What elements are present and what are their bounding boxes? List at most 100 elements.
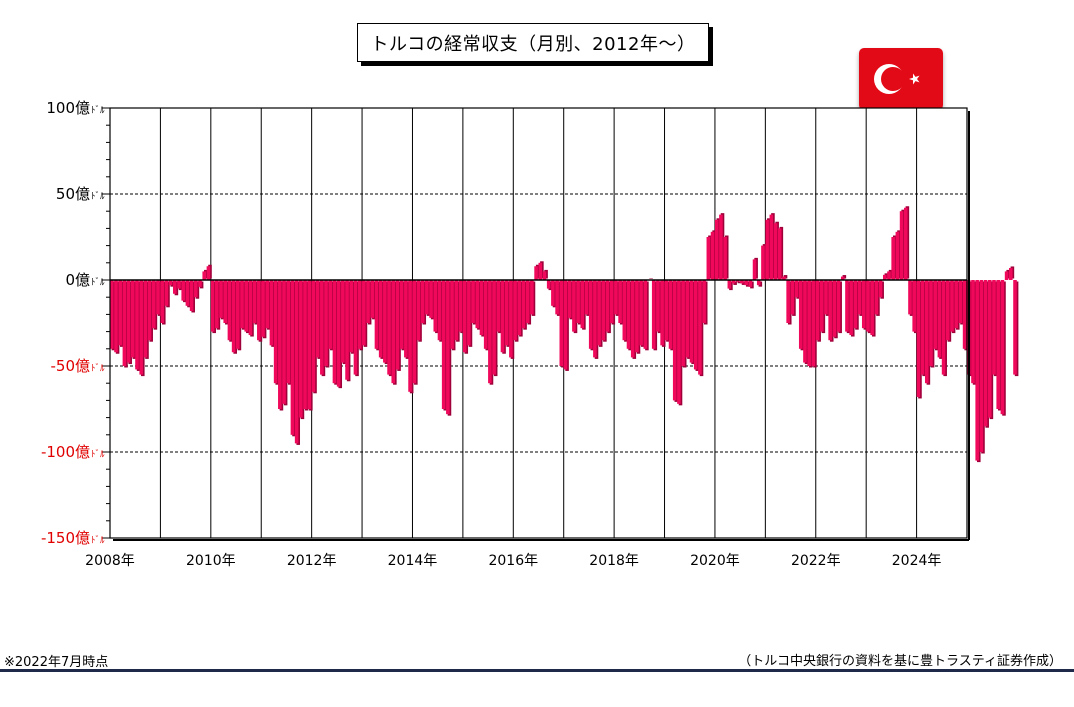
bar — [584, 280, 589, 315]
bar — [542, 271, 547, 280]
bar — [664, 280, 669, 341]
bar — [878, 280, 883, 298]
bar — [244, 280, 249, 332]
bar — [874, 280, 879, 315]
bar — [580, 280, 585, 329]
bar — [294, 280, 299, 444]
bar — [992, 280, 996, 375]
bar — [530, 280, 534, 315]
bar — [710, 231, 715, 280]
bar — [559, 280, 564, 366]
y-tick-unit: ﾄﾞﾙ — [91, 535, 105, 546]
bar — [332, 280, 337, 384]
bar — [769, 214, 774, 280]
bar — [685, 280, 690, 358]
bar — [866, 280, 870, 332]
bar — [618, 280, 622, 323]
bar — [555, 280, 559, 315]
bar — [643, 280, 648, 349]
bar — [845, 280, 849, 332]
source-note: （トルコ中央銀行の資料を基に豊トラスティ証券作成） — [738, 654, 1062, 669]
bar — [996, 280, 1000, 409]
bar — [807, 280, 811, 366]
bar — [483, 280, 488, 349]
bar — [748, 280, 753, 287]
bar — [173, 280, 177, 294]
bar — [551, 280, 555, 306]
bar — [345, 280, 349, 380]
bar — [727, 280, 732, 289]
bar — [903, 207, 908, 280]
bar-shadow — [737, 281, 742, 284]
bar — [723, 237, 727, 280]
bar — [265, 280, 270, 329]
bar — [215, 280, 219, 329]
bar — [408, 280, 412, 392]
bar — [920, 280, 925, 375]
bar — [916, 280, 921, 397]
bar — [378, 280, 383, 358]
bar — [324, 280, 328, 366]
bar — [761, 245, 765, 280]
bar — [479, 280, 484, 336]
bar — [576, 280, 580, 323]
bar — [269, 280, 274, 346]
bar — [383, 280, 387, 363]
bar — [420, 280, 425, 323]
bar — [857, 280, 862, 315]
bar — [924, 280, 929, 384]
bar — [681, 280, 685, 366]
x-tick-label: 2014年 — [388, 553, 438, 569]
bar — [752, 259, 757, 280]
bar — [945, 280, 950, 341]
bar — [744, 280, 748, 286]
y-tick-unit: ﾄﾞﾙ — [91, 449, 105, 460]
bar — [252, 280, 257, 323]
bar — [828, 280, 832, 341]
bar — [135, 280, 139, 370]
bar — [395, 280, 400, 370]
bar — [315, 280, 320, 358]
bar — [1000, 280, 1005, 415]
bar — [143, 280, 148, 358]
bar — [601, 280, 606, 341]
bar — [538, 262, 543, 280]
bar — [979, 280, 984, 452]
y-tick-label: 50億 — [56, 185, 90, 203]
bar — [546, 280, 551, 289]
bar — [425, 280, 429, 315]
bar — [206, 266, 211, 280]
x-tick-label: 2022年 — [791, 553, 841, 569]
bar — [832, 280, 837, 337]
bar — [605, 280, 610, 332]
bar — [756, 280, 761, 286]
bar — [446, 280, 450, 415]
bar — [110, 280, 114, 349]
bar — [765, 219, 769, 280]
bar — [189, 280, 194, 311]
bar — [1004, 271, 1009, 280]
bar — [698, 280, 702, 375]
bar — [798, 280, 803, 349]
bar — [731, 280, 736, 284]
bar — [639, 280, 643, 346]
bar — [912, 280, 916, 332]
bar — [971, 280, 975, 384]
bar — [349, 280, 354, 353]
bar — [118, 280, 122, 346]
x-tick-label: 2010年 — [186, 553, 236, 569]
x-tick-label: 2008年 — [85, 553, 135, 569]
bar — [962, 280, 967, 349]
bar — [677, 280, 681, 404]
bar — [366, 280, 370, 323]
bar — [492, 280, 496, 375]
bar — [152, 280, 156, 329]
bar — [164, 280, 169, 306]
bar — [975, 280, 979, 461]
bar — [231, 280, 236, 353]
bar — [815, 280, 820, 341]
bar — [588, 280, 593, 349]
bar — [160, 280, 164, 323]
bar — [404, 280, 408, 358]
